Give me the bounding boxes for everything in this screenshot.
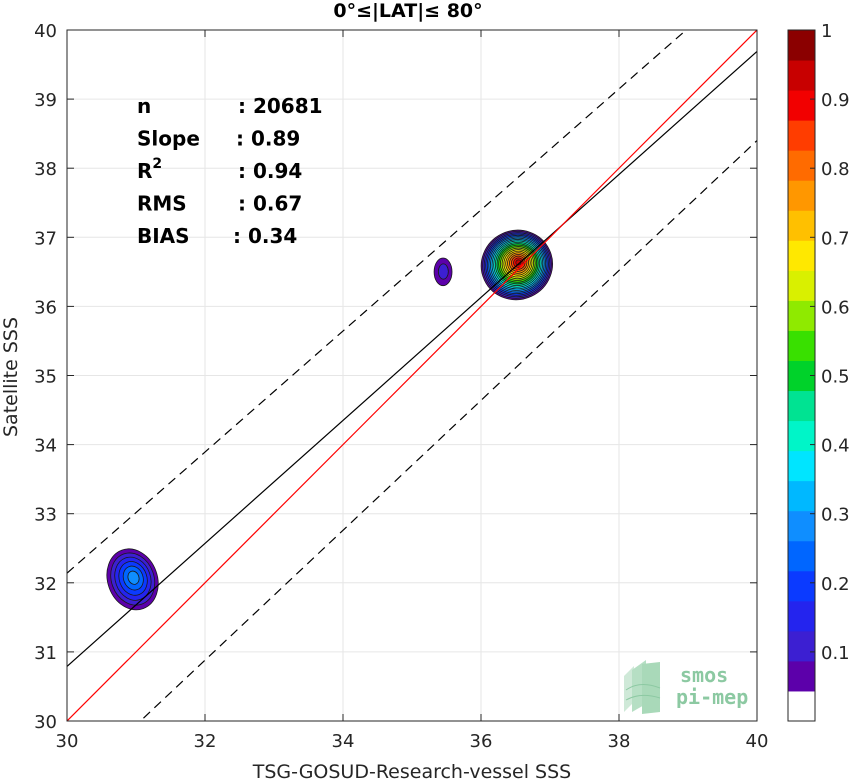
y-tick-label: 39 xyxy=(34,90,57,111)
stat-label: Slope xyxy=(137,127,200,151)
x-tick-label: 32 xyxy=(194,731,217,752)
y-tick-label: 34 xyxy=(34,436,57,457)
x-axis-ticks: 30 32 34 36 38 40 xyxy=(56,30,769,752)
colorbar-segment xyxy=(788,630,815,662)
stat-value: : 0.34 xyxy=(233,224,297,248)
y-tick-label: 36 xyxy=(34,297,57,318)
upper-dashed-line xyxy=(67,30,688,574)
colorbar-segment xyxy=(788,300,815,331)
y-tick-label: 37 xyxy=(34,228,57,249)
colorbar-segment xyxy=(788,390,815,422)
colorbar-segment xyxy=(788,30,815,61)
colorbar: 0.1 0.2 0.3 0.4 0.5 0.6 0.7 0.8 0.9 1 xyxy=(787,21,850,722)
logo-line2: pi-mep xyxy=(676,685,748,709)
colorbar-tick-label: 0.6 xyxy=(821,297,850,318)
y-axis-label: Satellite SSS xyxy=(0,317,22,437)
stat-value: : 0.89 xyxy=(236,127,300,151)
colorbar-tick-label: 0.2 xyxy=(821,574,850,595)
colorbar-segment xyxy=(788,240,815,271)
colorbar-segment xyxy=(788,510,815,542)
stat-value: : 0.94 xyxy=(238,159,302,183)
stat-label: n xyxy=(137,94,151,118)
colorbar-segment xyxy=(788,270,815,301)
colorbar-segment xyxy=(788,540,815,572)
colorbar-tick-label: 1 xyxy=(821,21,832,42)
reference-lines xyxy=(67,30,757,721)
chart-title: 0°≤|LAT|≤ 80° xyxy=(333,0,482,22)
logo-line1: smos xyxy=(680,663,728,687)
colorbar-segment xyxy=(788,90,815,121)
x-tick-label: 36 xyxy=(470,731,493,752)
y-tick-label: 33 xyxy=(34,505,57,526)
colorbar-segment xyxy=(788,330,815,361)
y-tick-label: 40 xyxy=(34,21,57,42)
y-tick-label: 32 xyxy=(34,574,57,595)
y-axis-ticks: 30 31 32 33 34 35 36 37 38 39 40 xyxy=(34,21,757,733)
colorbar-segment xyxy=(788,570,815,602)
x-tick-label: 40 xyxy=(746,731,769,752)
colorbar-segment xyxy=(788,150,815,181)
stat-label: RMS xyxy=(137,192,187,216)
colorbar-segment xyxy=(788,660,815,692)
x-tick-label: 34 xyxy=(332,731,355,752)
y-tick-label: 30 xyxy=(34,712,57,733)
stat-label: BIAS xyxy=(137,224,190,248)
colorbar-segment xyxy=(788,690,815,722)
y-tick-label: 38 xyxy=(34,159,57,180)
colorbar-tick-label: 0.1 xyxy=(821,643,850,664)
colorbar-tick-label: 0.4 xyxy=(821,436,850,457)
logo-emblem xyxy=(624,660,661,714)
density-contour-low-salinity xyxy=(127,570,140,585)
stat-superscript: 2 xyxy=(152,156,162,172)
colorbar-segment xyxy=(788,600,815,632)
colorbar-segment xyxy=(788,180,815,211)
colorbar-tick-label: 0.8 xyxy=(821,159,850,180)
smos-pimep-logo: smos pi-mep xyxy=(624,660,748,714)
colorbar-tick-label: 0.5 xyxy=(821,367,850,388)
colorbar-segment xyxy=(788,60,815,91)
colorbar-segment xyxy=(788,210,815,241)
colorbar-segment xyxy=(788,450,815,482)
colorbar-segment xyxy=(788,120,815,151)
x-tick-label: 38 xyxy=(608,731,631,752)
y-tick-label: 35 xyxy=(34,367,57,388)
colorbar-segment xyxy=(788,480,815,512)
density-contour-small xyxy=(437,263,449,280)
y-tick-label: 31 xyxy=(34,643,57,664)
x-axis-label: TSG-GOSUD-Research-vessel SSS xyxy=(252,761,572,783)
colorbar-tick-label: 0.9 xyxy=(821,90,850,111)
x-tick-label: 30 xyxy=(56,731,79,752)
regression-line xyxy=(67,50,757,667)
stat-value: : 0.67 xyxy=(238,192,302,216)
lower-dashed-line xyxy=(139,140,757,721)
colorbar-tick-label: 0.7 xyxy=(821,228,850,249)
colorbar-tick-label: 0.3 xyxy=(821,505,850,526)
identity-line xyxy=(67,30,757,721)
stat-value: : 20681 xyxy=(238,94,323,118)
colorbar-segment xyxy=(788,420,815,452)
